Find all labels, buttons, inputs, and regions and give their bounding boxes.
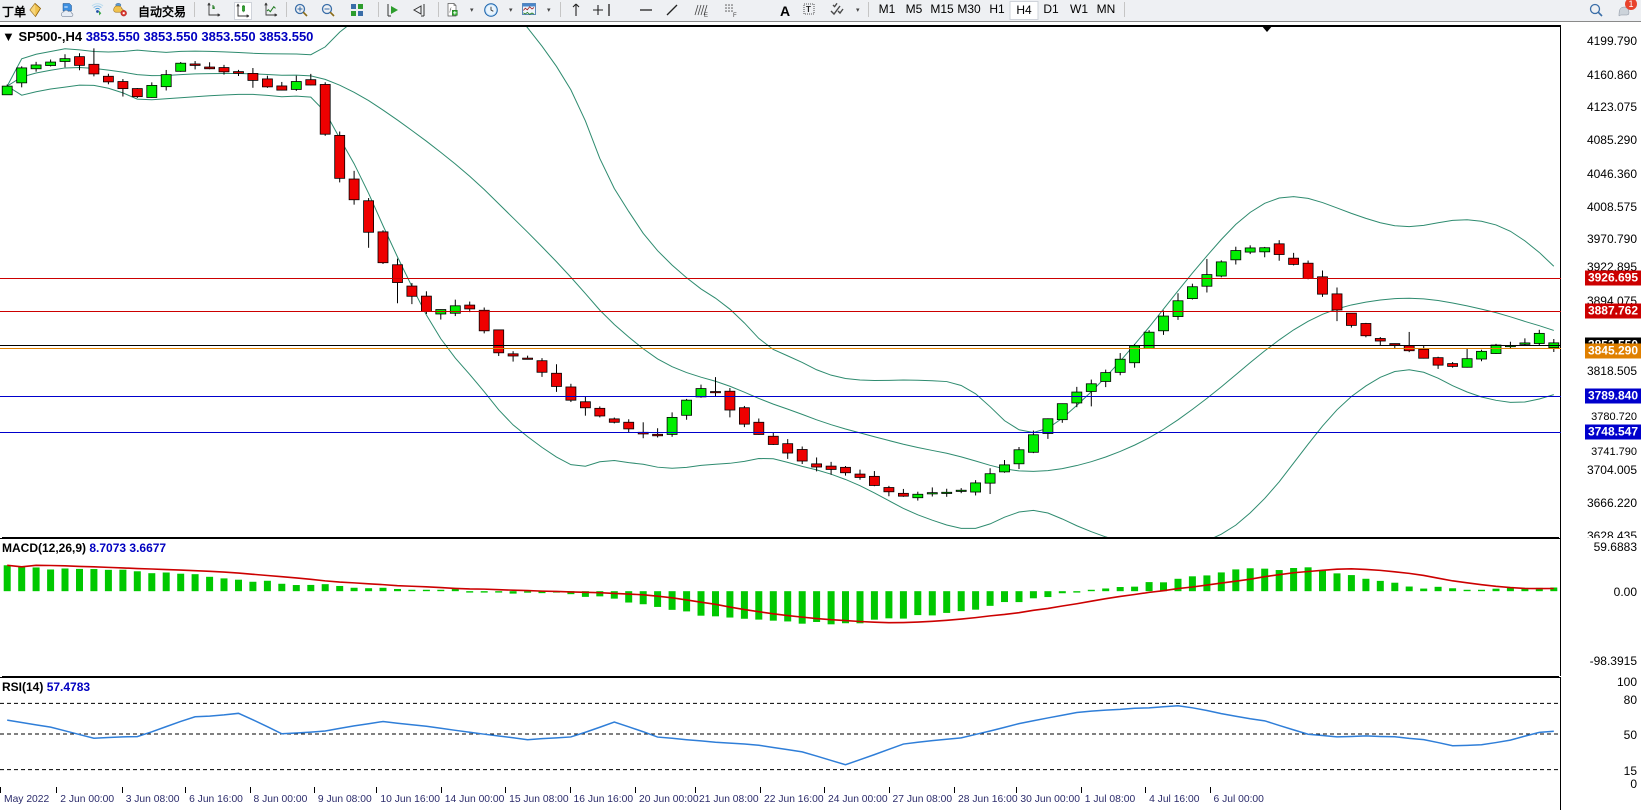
svg-text:T: T [806,5,811,14]
svg-text:F: F [733,13,737,18]
svg-text:E: E [704,13,708,18]
